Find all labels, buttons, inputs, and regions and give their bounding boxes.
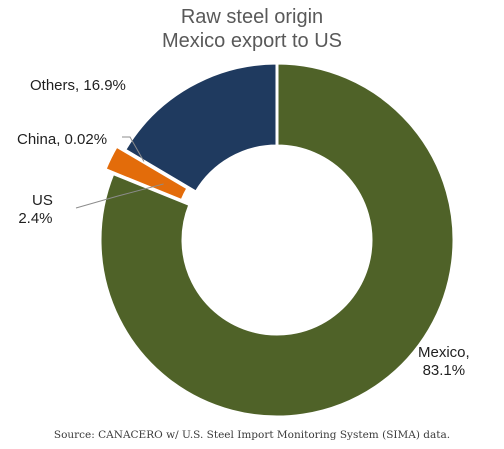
label-others: Others, 16.9%: [30, 77, 126, 94]
slice-others: [122, 61, 279, 195]
leader-line-china: [122, 136, 145, 162]
label-mexico-value: 83.1%: [422, 362, 466, 379]
slice-mexico: [98, 61, 456, 419]
label-us-name: US: [32, 192, 53, 209]
chart-title-line-2: Mexico export to US: [161, 30, 343, 52]
label-us: US 2.4%: [18, 192, 53, 228]
chart-title-line-1: Raw steel origin: [180, 6, 324, 28]
source-note: Source: CANACERO w/ U.S. Steel Import Mo…: [53, 429, 451, 441]
leader-line-us: [75, 183, 164, 209]
label-us-value: 2.4%: [18, 210, 53, 227]
label-mexico-name: Mexico,: [418, 344, 470, 361]
label-mexico: Mexico, 83.1%: [418, 344, 470, 380]
label-china: China, 0.02%: [17, 131, 108, 148]
